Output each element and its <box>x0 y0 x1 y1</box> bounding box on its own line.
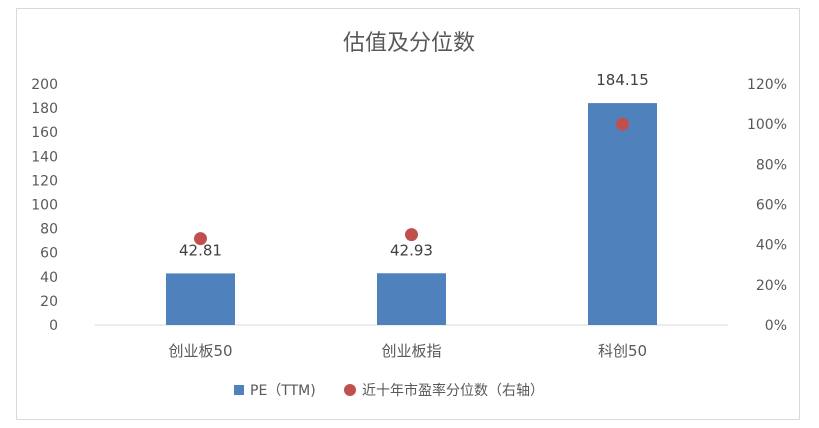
left-axis-tick-label: 20 <box>40 294 58 310</box>
category-label: 科创50 <box>598 342 647 360</box>
left-axis-tick-label: 100 <box>31 198 58 214</box>
left-axis-tick-label: 80 <box>40 222 58 238</box>
right-axis-tick-label: 60% <box>756 198 787 214</box>
percentile-point <box>194 232 207 246</box>
legend-swatch-percentile <box>344 384 356 396</box>
percentile-series <box>194 117 629 246</box>
bar-data-label: 42.81 <box>179 241 222 259</box>
legend-label-pe: PE（TTM) <box>250 383 316 399</box>
percentile-point <box>616 117 629 131</box>
category-label: 创业板50 <box>168 342 232 360</box>
bar <box>166 273 235 325</box>
chart-frame <box>16 8 800 420</box>
left-axis-tick-label: 60 <box>40 246 58 262</box>
left-axis-tick-label: 0 <box>49 318 58 334</box>
left-axis: 0 20 40 60 80 100 120 140 160 180 200 <box>31 77 58 334</box>
left-axis-tick-label: 200 <box>31 77 58 93</box>
right-axis-tick-label: 120% <box>747 77 787 93</box>
right-axis-tick-label: 100% <box>747 117 787 133</box>
right-axis: 0% 20% 40% 60% 80% 100% 120% <box>747 77 787 334</box>
left-axis-tick-label: 120 <box>31 173 58 189</box>
right-axis-tick-label: 0% <box>765 318 787 334</box>
legend-swatch-pe <box>234 385 244 395</box>
left-axis-tick-label: 160 <box>31 125 58 141</box>
bar-series <box>166 103 657 326</box>
category-labels: 创业板50 创业板指 科创50 <box>168 342 647 360</box>
legend: PE（TTM) 近十年市盈率分位数（右轴） <box>234 382 544 399</box>
left-axis-tick-label: 40 <box>40 270 58 286</box>
category-label: 创业板指 <box>381 342 441 360</box>
bar-data-label: 42.93 <box>390 241 433 259</box>
legend-label-percentile: 近十年市盈率分位数（右轴） <box>362 382 544 399</box>
right-axis-tick-label: 40% <box>756 238 787 254</box>
bar <box>588 103 657 326</box>
bar <box>377 273 446 325</box>
left-axis-tick-label: 140 <box>31 149 58 165</box>
left-axis-tick-label: 180 <box>31 101 58 117</box>
bar-data-label: 184.15 <box>596 71 649 89</box>
bar-data-labels: 42.81 42.93 184.15 <box>179 71 649 259</box>
chart-title: 估值及分位数 <box>343 31 475 56</box>
right-axis-tick-label: 80% <box>756 157 787 173</box>
right-axis-tick-label: 20% <box>756 278 787 294</box>
percentile-point <box>405 228 418 242</box>
